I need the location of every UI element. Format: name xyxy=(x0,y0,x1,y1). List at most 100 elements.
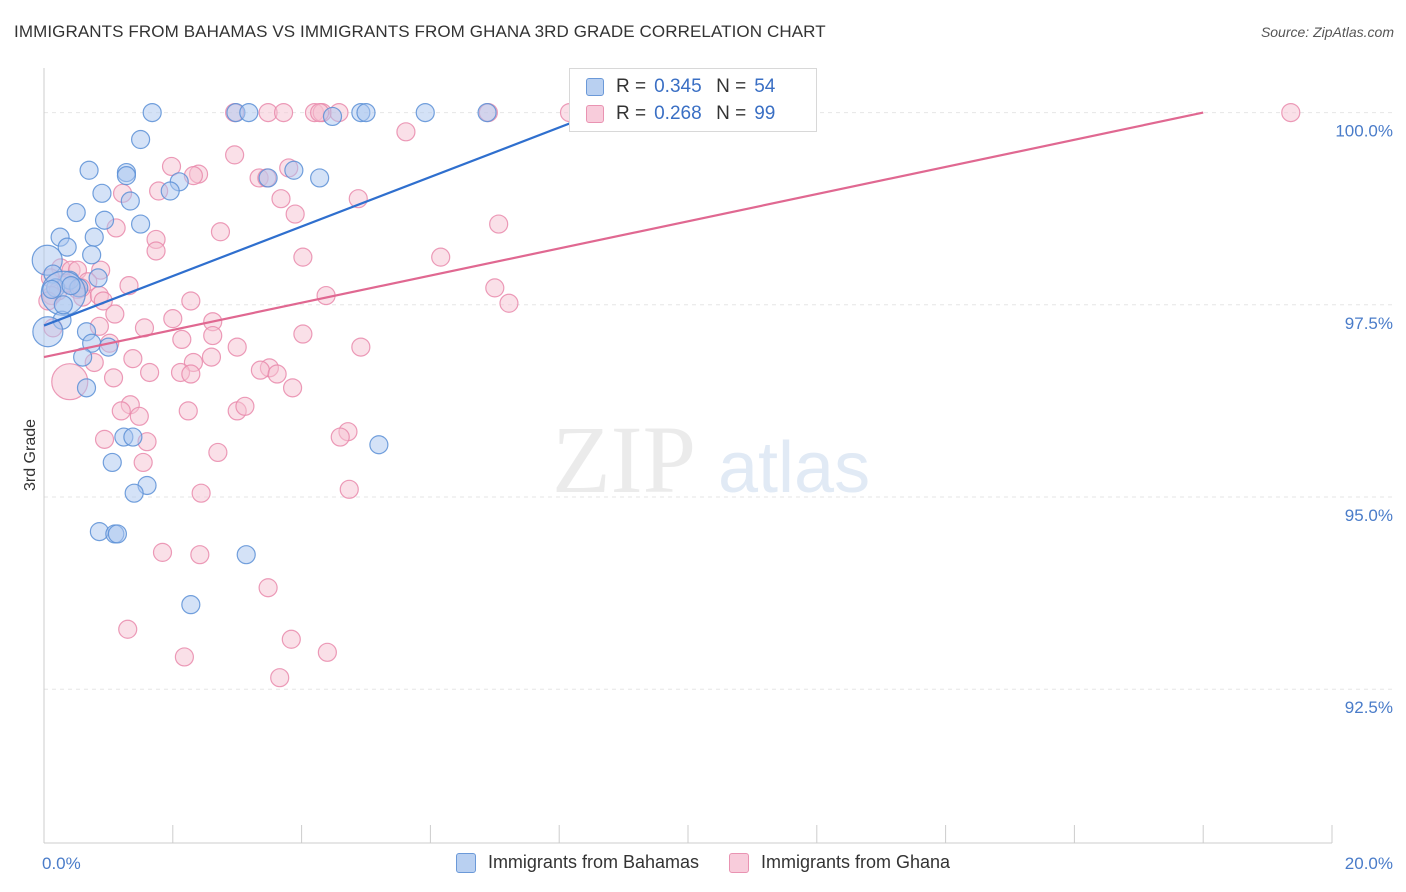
point-ghana xyxy=(190,545,210,565)
point-ghana xyxy=(250,360,270,380)
point-ghana xyxy=(285,204,305,224)
legend-label-bahamas: Immigrants from Bahamas xyxy=(487,852,699,872)
point-ghana xyxy=(317,642,337,662)
point-ghana xyxy=(330,427,350,447)
point-bahamas xyxy=(42,279,62,300)
point-bahamas xyxy=(160,181,180,201)
point-bahamas xyxy=(131,214,151,234)
point-bahamas xyxy=(415,102,435,123)
point-bahamas xyxy=(131,129,151,150)
legend-swatch-bahamas xyxy=(455,852,476,873)
point-bahamas xyxy=(94,210,115,230)
point-bahamas xyxy=(79,160,99,180)
point-ghana xyxy=(133,452,153,473)
correlation-legend: R = 0.345 N = 54 R = 0.268 N = 99 xyxy=(569,68,817,132)
watermark-zip: ZIP xyxy=(552,406,696,513)
point-ghana xyxy=(293,324,313,344)
point-bahamas xyxy=(120,191,140,211)
point-bahamas xyxy=(123,427,143,447)
point-ghana xyxy=(181,291,201,311)
trendline-ghana xyxy=(43,111,1204,359)
x-tick-labels: 0.0% 20.0% xyxy=(42,854,1393,873)
point-ghana xyxy=(227,337,247,357)
point-ghana xyxy=(396,122,416,142)
legend-row-bahamas: R = 0.345 N = 54 xyxy=(586,75,775,99)
point-bahamas xyxy=(66,202,86,223)
point-ghana xyxy=(123,349,143,369)
point-ghana xyxy=(270,668,290,688)
legend-n-value: 99 xyxy=(754,103,776,124)
legend-r-value: 0.345 xyxy=(654,76,702,97)
legend-label-ghana: Immigrants from Ghana xyxy=(761,852,951,872)
point-bahamas xyxy=(284,160,304,180)
point-ghana xyxy=(489,214,509,234)
legend-r-label: R = xyxy=(616,76,647,97)
point-ghana xyxy=(105,304,125,324)
series-legend: Immigrants from Bahamas Immigrants from … xyxy=(0,852,1406,873)
point-ghana xyxy=(293,247,313,267)
legend-item-bahamas: Immigrants from Bahamas xyxy=(455,852,699,873)
point-ghana xyxy=(267,364,287,384)
y-tick-label: 97.5% xyxy=(1345,314,1393,333)
legend-n-label: N = xyxy=(716,103,747,124)
point-bahamas xyxy=(92,183,112,203)
y-tick-label: 92.5% xyxy=(1345,698,1393,717)
point-ghana xyxy=(118,619,138,639)
point-ghana xyxy=(163,309,183,329)
point-bahamas xyxy=(84,227,104,247)
point-ghana xyxy=(203,325,223,346)
point-ghana xyxy=(339,479,359,499)
legend-swatch-ghana xyxy=(729,852,749,873)
watermark-atlas: atlas xyxy=(718,428,870,508)
series-bahamas-points xyxy=(31,102,497,615)
y-tick-label: 95.0% xyxy=(1345,506,1393,525)
point-ghana xyxy=(499,293,519,313)
legend-row-ghana: R = 0.268 N = 99 xyxy=(586,102,775,126)
point-bahamas xyxy=(76,378,97,398)
point-ghana xyxy=(103,368,124,388)
point-bahamas xyxy=(57,237,77,257)
point-ghana xyxy=(235,396,255,416)
legend-n-label: N = xyxy=(716,76,747,97)
legend-swatch-bahamas xyxy=(586,78,604,96)
point-ghana xyxy=(258,578,278,598)
point-ghana xyxy=(94,429,115,449)
point-bahamas xyxy=(322,106,343,127)
point-ghana xyxy=(210,222,231,242)
point-bahamas xyxy=(32,316,64,348)
trendline-bahamas xyxy=(43,111,599,327)
series-ghana-points xyxy=(38,102,1301,688)
point-ghana xyxy=(129,406,149,426)
point-bahamas xyxy=(116,166,137,186)
watermark: ZIP atlas xyxy=(552,406,870,513)
point-ghana xyxy=(485,278,505,298)
point-bahamas xyxy=(258,168,278,188)
legend-n-value: 54 xyxy=(754,76,776,97)
point-ghana xyxy=(281,629,301,649)
chart-title: IMMIGRANTS FROM BAHAMAS VS IMMIGRANTS FR… xyxy=(14,22,826,41)
point-ghana xyxy=(181,364,201,384)
point-ghana xyxy=(351,337,371,357)
point-ghana xyxy=(201,347,222,367)
point-bahamas xyxy=(356,102,376,123)
point-bahamas xyxy=(53,295,73,315)
x-tick-label: 20.0% xyxy=(1345,854,1393,873)
point-bahamas xyxy=(310,168,330,188)
point-bahamas xyxy=(239,102,259,123)
point-ghana xyxy=(271,189,291,209)
point-bahamas xyxy=(82,245,102,265)
point-ghana xyxy=(208,442,228,463)
y-tick-labels: 100.0% 97.5% 95.0% 92.5% xyxy=(1335,122,1393,718)
point-bahamas xyxy=(477,102,497,123)
point-ghana xyxy=(282,378,303,398)
point-ghana xyxy=(431,247,451,267)
legend-r-label: R = xyxy=(616,103,647,124)
axes xyxy=(43,68,1333,844)
point-ghana xyxy=(191,483,211,503)
point-ghana xyxy=(146,241,166,261)
point-bahamas xyxy=(369,435,389,455)
y-tick-label: 100.0% xyxy=(1335,122,1393,141)
point-ghana xyxy=(172,329,192,350)
point-bahamas xyxy=(88,268,108,288)
